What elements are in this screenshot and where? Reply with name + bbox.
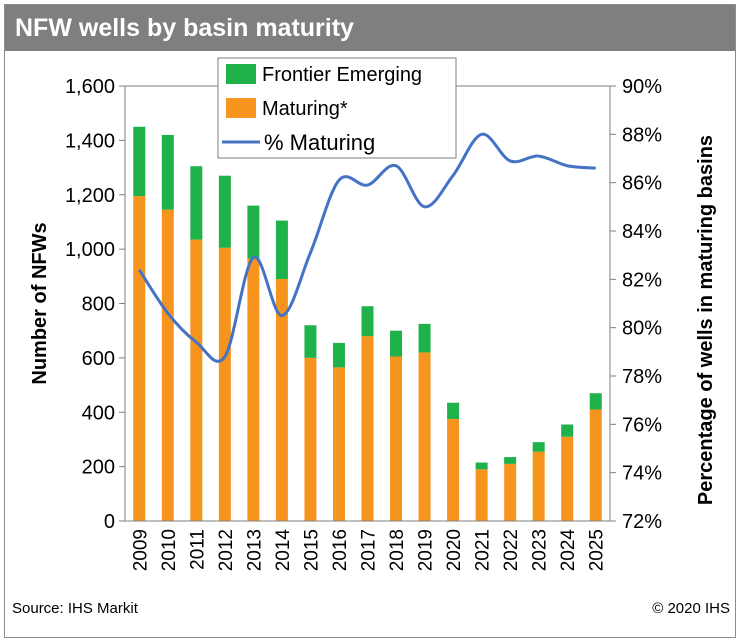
bar-maturing-2021 [475,469,488,521]
bar-frontier-2021 [475,462,488,470]
legend-swatch-maturing [226,98,256,118]
legend-label-frontier: Frontier Emerging [262,64,422,86]
left-tick-label: 200 [82,457,115,479]
right-tick-label: 80% [622,318,662,340]
bar-maturing-2022 [504,463,517,521]
right-tick-label: 86% [622,173,662,195]
y2-axis-title: Percentage of wells in maturing basins [695,135,717,505]
bar-maturing-2020 [447,419,460,521]
x-tick-label: 2011 [187,529,208,570]
bar-maturing-2010 [161,209,174,521]
legend: Frontier Emerging Maturing* % Maturing [217,57,457,159]
bar-frontier-2020 [447,402,460,420]
bar-frontier-2013 [247,205,260,259]
bar-maturing-2019 [418,352,431,521]
bar-frontier-2023 [532,442,545,452]
bar-maturing-2018 [390,356,403,521]
y-axis-title: Number of NFWs [29,222,51,384]
bar-frontier-2024 [561,424,574,437]
bar-frontier-2009 [133,126,146,197]
bar-maturing-2017 [361,336,374,521]
bar-frontier-2015 [304,325,317,358]
bar-maturing-2025 [589,409,602,521]
left-tick-label: 400 [82,402,115,424]
bar-frontier-2019 [418,323,431,353]
bar-maturing-2015 [304,357,317,521]
left-tick-label: 1,600 [65,76,115,98]
left-tick-label: 600 [82,348,115,370]
left-tick-label: 1,200 [65,185,115,207]
x-tick-label: 2016 [330,529,351,571]
line-layer [138,132,596,363]
bar-maturing-2023 [532,451,545,521]
right-tick-label: 78% [622,366,662,388]
copyright-note: © 2020 IHS [652,600,730,617]
x-tick-label: 2019 [416,529,437,571]
right-tick-label: 72% [622,511,662,533]
chart-title: NFW wells by basin maturity [5,5,735,51]
legend-label-line: % Maturing [264,130,375,155]
bar-maturing-2012 [218,247,231,521]
x-tick-label: 2020 [444,529,465,571]
axes-layer: 0 200 400 600 800 1,000 1,200 1,400 1,600 72% 74% 7… [29,76,717,571]
left-tick-label: 0 [104,511,115,533]
source-note: Source: IHS Markit [12,600,138,617]
bar-frontier-2012 [218,175,231,248]
bar-frontier-2014 [275,220,288,280]
x-tick-label: 2017 [359,529,380,571]
right-tick-label: 90% [622,76,662,98]
bars-layer [133,126,602,521]
left-tick-label: 1,000 [65,239,115,261]
bar-maturing-2016 [332,367,345,521]
bar-frontier-2011 [190,166,203,240]
x-tick-label: 2021 [473,529,494,571]
x-tick-label: 2013 [244,529,265,571]
bar-frontier-2025 [589,393,602,410]
bar-maturing-2024 [561,436,574,521]
x-tick-label: 2009 [130,529,151,571]
legend-label-maturing: Maturing* [262,98,348,120]
bar-frontier-2017 [361,306,374,337]
right-tick-label: 82% [622,269,662,291]
legend-swatch-frontier [226,64,256,84]
bar-maturing-2014 [275,279,288,521]
right-tick-label: 84% [622,221,662,243]
right-tick-label: 76% [622,414,662,436]
bar-frontier-2016 [332,342,345,368]
line-pct-maturing [138,132,596,363]
x-tick-label: 2015 [301,529,322,571]
right-tick-label: 88% [622,124,662,146]
left-tick-label: 1,400 [65,130,115,152]
bar-frontier-2018 [390,330,403,357]
x-tick-label: 2010 [159,529,180,571]
x-tick-label: 2024 [558,529,579,572]
x-tick-label: 2012 [216,529,237,571]
x-tick-label: 2018 [387,529,408,571]
bar-frontier-2022 [504,457,517,464]
x-tick-label: 2022 [501,529,522,571]
bar-maturing-2009 [133,196,146,521]
x-tick-label: 2025 [587,529,608,571]
bar-frontier-2010 [161,134,174,210]
x-tick-label: 2014 [273,529,294,572]
left-tick-label: 800 [82,294,115,316]
bar-maturing-2013 [247,258,260,521]
right-tick-label: 74% [622,463,662,485]
bar-maturing-2011 [190,239,203,521]
x-tick-label: 2023 [530,529,551,571]
